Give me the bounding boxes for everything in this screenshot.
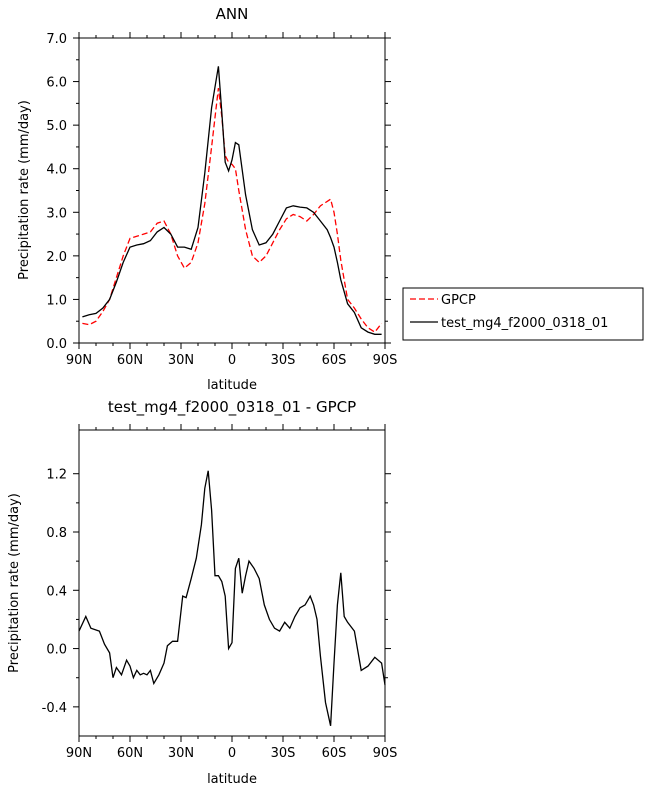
- top-panel: ANN 90N 60N 30N 0 30S 60S 90S 0.0 1.0 2.0 3.0 4.0 5.…: [17, 5, 397, 393]
- top-y-tick-label: 3.0: [46, 206, 67, 221]
- bottom-y-tick-label: 0.0: [46, 643, 67, 658]
- gpcp-series-line: [82, 88, 383, 333]
- top-y-tick-label: 0.0: [46, 337, 67, 352]
- bottom-x-tick-label: 60N: [117, 746, 143, 761]
- top-y-tick-label: 5.0: [46, 119, 67, 134]
- legend-box: [402, 287, 644, 341]
- bottom-y-tick-label: -0.4: [42, 701, 67, 716]
- bottom-y-tick-label: 1.2: [46, 468, 67, 483]
- top-x-axis-label: latitude: [207, 378, 257, 393]
- bottom-x-tick-label: 90S: [373, 746, 398, 761]
- top-x-tick-label: 30S: [271, 353, 296, 368]
- bottom-y-axis-label: Precipitation rate (mm/day): [7, 493, 22, 673]
- bottom-y-tick-label: 0.4: [46, 584, 67, 599]
- top-y-tick-label: 2.0: [46, 250, 67, 265]
- bottom-x-axis-label: latitude: [207, 772, 257, 787]
- legend-model-label: test_mg4_f2000_0318_01: [441, 316, 608, 331]
- bottom-y-tick-label: 0.8: [46, 526, 67, 541]
- top-y-tick-label: 6.0: [46, 76, 67, 91]
- top-x-tick-label: 0: [228, 353, 236, 368]
- bottom-x-tick-label: 60S: [322, 746, 347, 761]
- bottom-x-tick-label: 0: [228, 746, 236, 761]
- bottom-x-tick-label: 90N: [66, 746, 92, 761]
- bottom-panel: test_mg4_f2000_0318_01 - GPCP 90N 60N 30N 0…: [7, 398, 397, 787]
- bottom-x-tick-label: 30N: [168, 746, 194, 761]
- legend: GPCP test_mg4_f2000_0318_01: [402, 287, 644, 341]
- top-x-tick-label: 90S: [373, 353, 398, 368]
- top-y-axis-label: Precipitation rate (mm/day): [17, 100, 32, 280]
- legend-gpcp-label: GPCP: [441, 293, 476, 308]
- bottom-x-tick-label: 30S: [271, 746, 296, 761]
- bottom-chart-title: test_mg4_f2000_0318_01 - GPCP: [108, 398, 356, 417]
- top-x-tick-label: 60S: [322, 353, 347, 368]
- top-chart-title: ANN: [216, 5, 249, 23]
- bottom-axis-ticks: 90N 60N 30N 0 30S 60S 90S -0.4 0.0 0.4 0.8 1.2: [42, 424, 398, 761]
- difference-series-line: [78, 470, 386, 726]
- top-y-tick-label: 7.0: [46, 32, 67, 47]
- top-x-tick-label: 30N: [168, 353, 194, 368]
- top-axis-ticks: 90N 60N 30N 0 30S 60S 90S 0.0 1.0 2.0 3.0 4.0 5.0 6.0…: [46, 32, 397, 368]
- top-plot-frame: [78, 37, 386, 344]
- model-series-line: [82, 66, 382, 335]
- top-x-tick-label: 60N: [117, 353, 143, 368]
- top-y-tick-label: 4.0: [46, 163, 67, 178]
- top-y-tick-label: 1.0: [46, 293, 67, 308]
- top-x-tick-label: 90N: [66, 353, 92, 368]
